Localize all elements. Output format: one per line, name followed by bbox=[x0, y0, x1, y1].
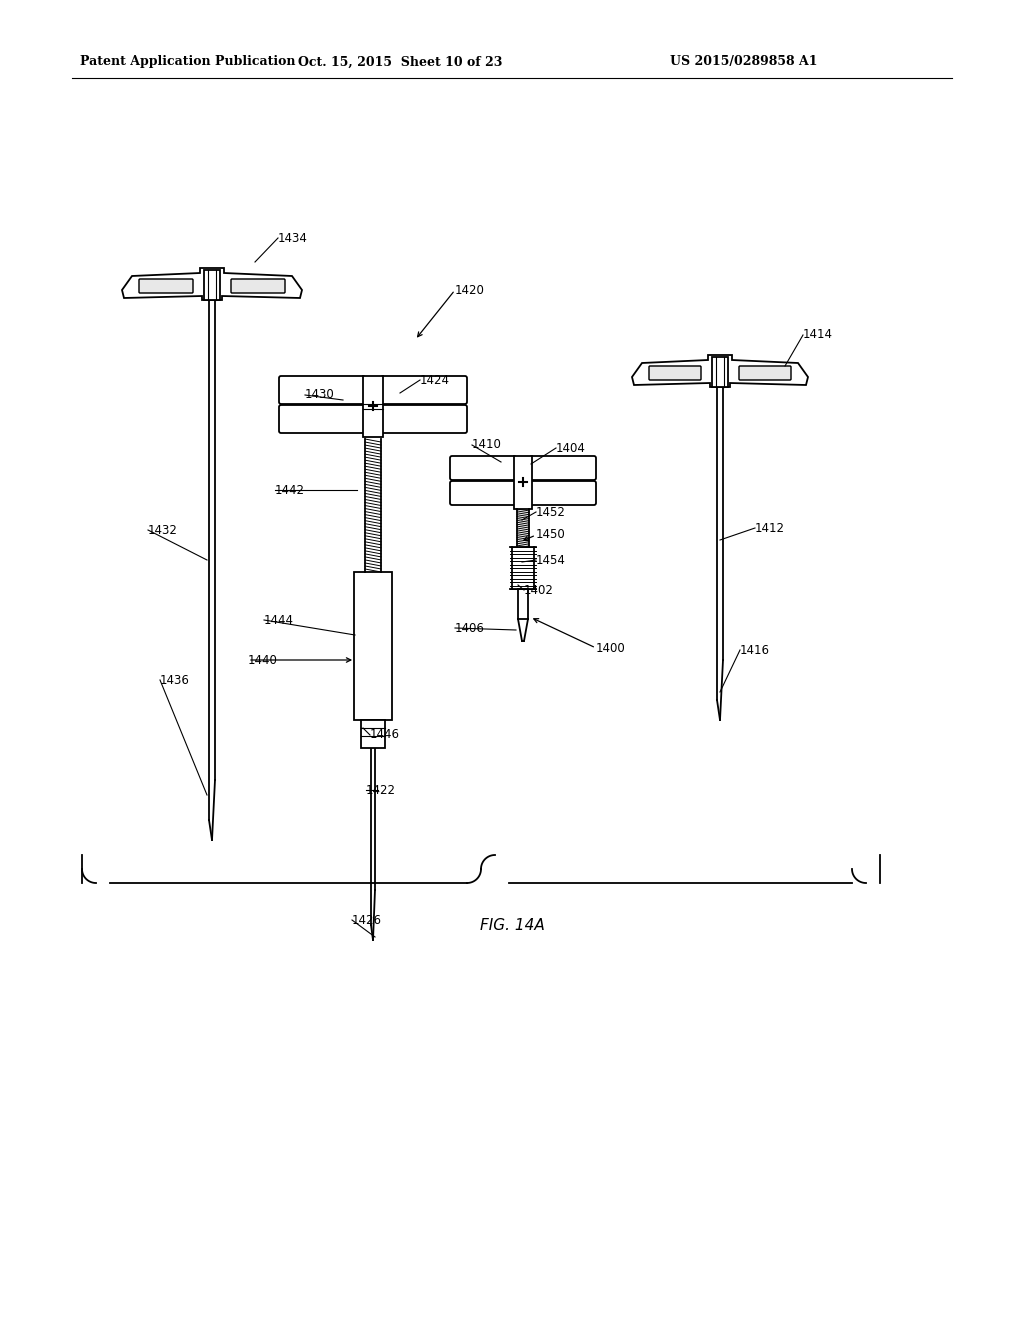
Text: 1440: 1440 bbox=[248, 653, 278, 667]
Text: 1436: 1436 bbox=[160, 673, 189, 686]
Text: 1432: 1432 bbox=[148, 524, 178, 536]
Text: 1424: 1424 bbox=[420, 374, 450, 387]
FancyBboxPatch shape bbox=[381, 405, 467, 433]
Text: 1404: 1404 bbox=[556, 441, 586, 454]
Text: Oct. 15, 2015  Sheet 10 of 23: Oct. 15, 2015 Sheet 10 of 23 bbox=[298, 55, 502, 69]
FancyBboxPatch shape bbox=[381, 376, 467, 404]
Bar bbox=[712, 356, 728, 387]
Bar bbox=[361, 719, 385, 748]
Bar bbox=[514, 455, 532, 510]
Text: 1410: 1410 bbox=[472, 438, 502, 451]
Text: 1414: 1414 bbox=[803, 329, 833, 342]
FancyBboxPatch shape bbox=[139, 279, 193, 293]
FancyBboxPatch shape bbox=[279, 405, 365, 433]
Bar bbox=[362, 376, 383, 437]
Text: 1422: 1422 bbox=[366, 784, 396, 796]
Text: US 2015/0289858 A1: US 2015/0289858 A1 bbox=[670, 55, 817, 69]
Text: 1452: 1452 bbox=[536, 506, 566, 519]
Text: 1450: 1450 bbox=[536, 528, 565, 541]
FancyBboxPatch shape bbox=[231, 279, 285, 293]
Text: FIG. 14A: FIG. 14A bbox=[479, 917, 545, 932]
Text: 1442: 1442 bbox=[275, 483, 305, 496]
FancyBboxPatch shape bbox=[739, 366, 791, 380]
FancyBboxPatch shape bbox=[530, 480, 596, 506]
Text: Patent Application Publication: Patent Application Publication bbox=[80, 55, 296, 69]
Text: 1400: 1400 bbox=[596, 642, 626, 655]
Text: 1416: 1416 bbox=[740, 644, 770, 656]
Text: 1406: 1406 bbox=[455, 622, 485, 635]
Bar bbox=[204, 271, 220, 300]
Bar bbox=[354, 572, 392, 719]
Text: 1420: 1420 bbox=[455, 284, 485, 297]
FancyBboxPatch shape bbox=[530, 455, 596, 480]
Text: 1444: 1444 bbox=[264, 614, 294, 627]
FancyBboxPatch shape bbox=[279, 376, 365, 404]
Text: 1434: 1434 bbox=[278, 231, 308, 244]
Text: 1402: 1402 bbox=[524, 583, 554, 597]
FancyBboxPatch shape bbox=[450, 455, 516, 480]
Text: 1412: 1412 bbox=[755, 521, 785, 535]
Text: 1454: 1454 bbox=[536, 553, 566, 566]
FancyBboxPatch shape bbox=[649, 366, 701, 380]
FancyBboxPatch shape bbox=[450, 480, 516, 506]
Text: 1430: 1430 bbox=[305, 388, 335, 401]
Text: 1426: 1426 bbox=[352, 913, 382, 927]
Polygon shape bbox=[632, 355, 808, 387]
Text: 1446: 1446 bbox=[370, 729, 400, 742]
Polygon shape bbox=[122, 268, 302, 300]
